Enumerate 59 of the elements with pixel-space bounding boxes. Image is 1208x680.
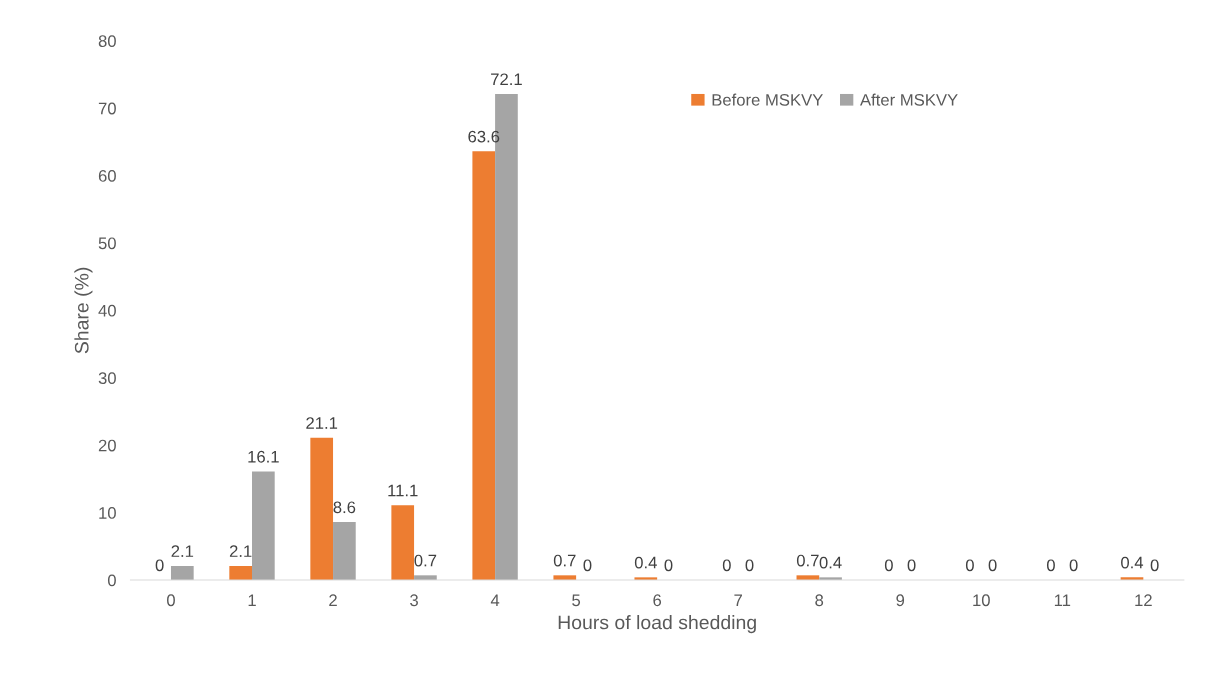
data-label: 0 bbox=[664, 559, 673, 572]
data-label: 0 bbox=[1046, 559, 1055, 572]
x-tick-label: 8 bbox=[815, 594, 824, 607]
data-label: 0.4 bbox=[819, 556, 842, 569]
x-tick-label: 11 bbox=[1054, 594, 1071, 607]
bar bbox=[333, 522, 356, 581]
legend-label: After MSKVY bbox=[860, 93, 958, 106]
data-label: 8.6 bbox=[333, 501, 356, 514]
data-label: 0 bbox=[722, 559, 731, 572]
data-label: 0 bbox=[583, 559, 592, 572]
data-label: 0.4 bbox=[634, 556, 657, 569]
y-tick-label: 30 bbox=[98, 372, 116, 385]
data-label: 0 bbox=[988, 559, 997, 572]
y-tick-label: 70 bbox=[98, 102, 116, 115]
data-label: 0 bbox=[155, 559, 164, 572]
y-tick-label: 10 bbox=[99, 507, 116, 519]
x-tick-label: 3 bbox=[410, 594, 418, 607]
x-tick-label: 5 bbox=[572, 594, 581, 607]
x-tick-label: 4 bbox=[490, 594, 500, 607]
y-tick-label: 0 bbox=[107, 574, 116, 587]
x-tick-label: 1 bbox=[248, 594, 256, 607]
y-tick-label: 20 bbox=[98, 439, 116, 452]
x-tick-label: 7 bbox=[734, 594, 742, 607]
x-tick-label: 6 bbox=[653, 594, 662, 607]
data-label: 0.7 bbox=[796, 554, 819, 567]
y-tick-label: 40 bbox=[98, 304, 116, 317]
data-label: 63.6 bbox=[468, 130, 500, 143]
bar bbox=[229, 565, 253, 581]
data-label: 16.1 bbox=[248, 450, 279, 463]
legend-label: Before MSKVY bbox=[712, 93, 823, 106]
bar bbox=[391, 505, 415, 581]
data-label: 0 bbox=[1069, 559, 1078, 572]
y-tick-label: 60 bbox=[98, 170, 116, 182]
data-label: 0 bbox=[884, 559, 893, 572]
x-axis-title: Hours of load shedding bbox=[558, 615, 756, 634]
data-label: 2.1 bbox=[229, 545, 252, 557]
x-tick-label: 12 bbox=[1135, 594, 1152, 607]
bar bbox=[472, 151, 496, 581]
data-label: 11.1 bbox=[388, 484, 418, 497]
data-label: 0.7 bbox=[553, 554, 576, 567]
data-label: 0.7 bbox=[414, 554, 437, 567]
bar bbox=[310, 437, 334, 581]
data-label: 2.1 bbox=[171, 545, 194, 557]
y-tick-label: 50 bbox=[98, 237, 116, 250]
x-tick-label: 0 bbox=[167, 594, 175, 607]
data-label: 0 bbox=[907, 559, 916, 572]
data-label: 21.1 bbox=[306, 417, 338, 429]
data-label: 72.1 bbox=[491, 73, 522, 86]
data-label: 0 bbox=[1150, 559, 1159, 572]
x-tick-label: 9 bbox=[896, 594, 905, 607]
data-label: 0 bbox=[745, 559, 754, 572]
bar bbox=[170, 565, 194, 581]
data-label: 0.4 bbox=[1121, 556, 1144, 569]
x-tick-label: 2 bbox=[329, 594, 337, 607]
x-tick-label: 10 bbox=[973, 594, 990, 607]
y-tick-label: 80 bbox=[98, 35, 116, 47]
data-label: 0 bbox=[965, 559, 974, 572]
bar bbox=[252, 471, 275, 581]
y-axis-title: Share (%) bbox=[74, 267, 93, 354]
